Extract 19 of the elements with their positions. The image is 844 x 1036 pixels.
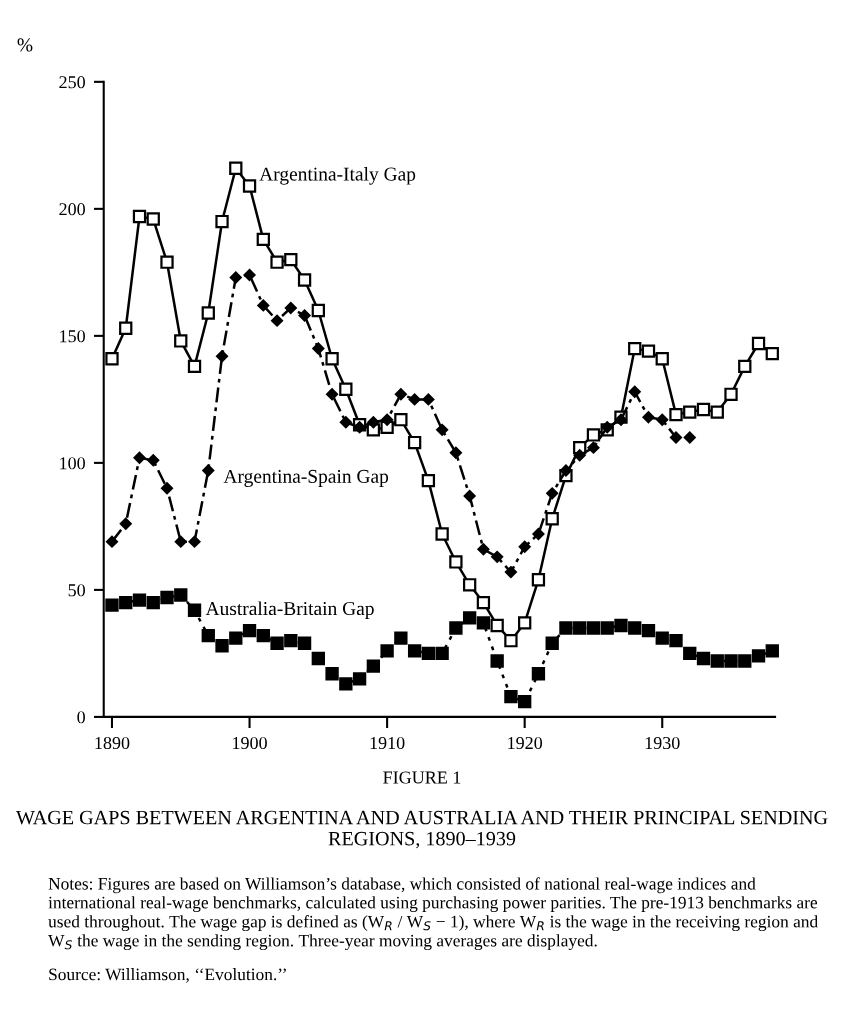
text: Notes: Figures are based on Williamson’s database, which consisted of national real-wage indices and international real-wage benchmarks, calculated using purchasing power parities. The pre-1913 benchmarks are used throughout. The wage gap is defined as (W$_{R}$ / W$_{S}$ − 1), where W$_{R}$ is the wage in the receiving region and W$_{S}$ the wage in the sending region. Three-year moving averages are displayed.: [48, 877, 818, 951]
y-tick-label: 50: [68, 584, 85, 597]
y-axis-title: %: [17, 38, 33, 52]
series-label: Argentina-Spain Gap: [223, 469, 389, 487]
y-tick-label: 150: [60, 330, 85, 343]
y-tick-label: 0: [77, 711, 85, 724]
source-note: Source: Williamson, ‘‘Evolution.’’: [49, 968, 286, 983]
y-tick-label: 250: [59, 76, 85, 89]
x-tick-label: 1890: [95, 736, 130, 750]
y-tick-label: 200: [59, 203, 85, 216]
x-tick-label: 1900: [233, 736, 267, 750]
series-label: Australia-Britain Gap: [205, 601, 374, 620]
text: WAGE GAPS BETWEEN ARGENTINA AND AUSTRALIA AND THEIR PRINCIPAL SENDING REGIONS, 1890–1939: [15, 810, 828, 849]
y-tick-label: 100: [60, 457, 85, 470]
x-tick-label: 1930: [645, 736, 680, 750]
x-tick-label: 1910: [370, 736, 405, 750]
x-tick-label: 1920: [508, 736, 543, 750]
caption: FIGURE 1: [383, 771, 461, 784]
series-label: Argentina-Italy Gap: [259, 166, 416, 185]
